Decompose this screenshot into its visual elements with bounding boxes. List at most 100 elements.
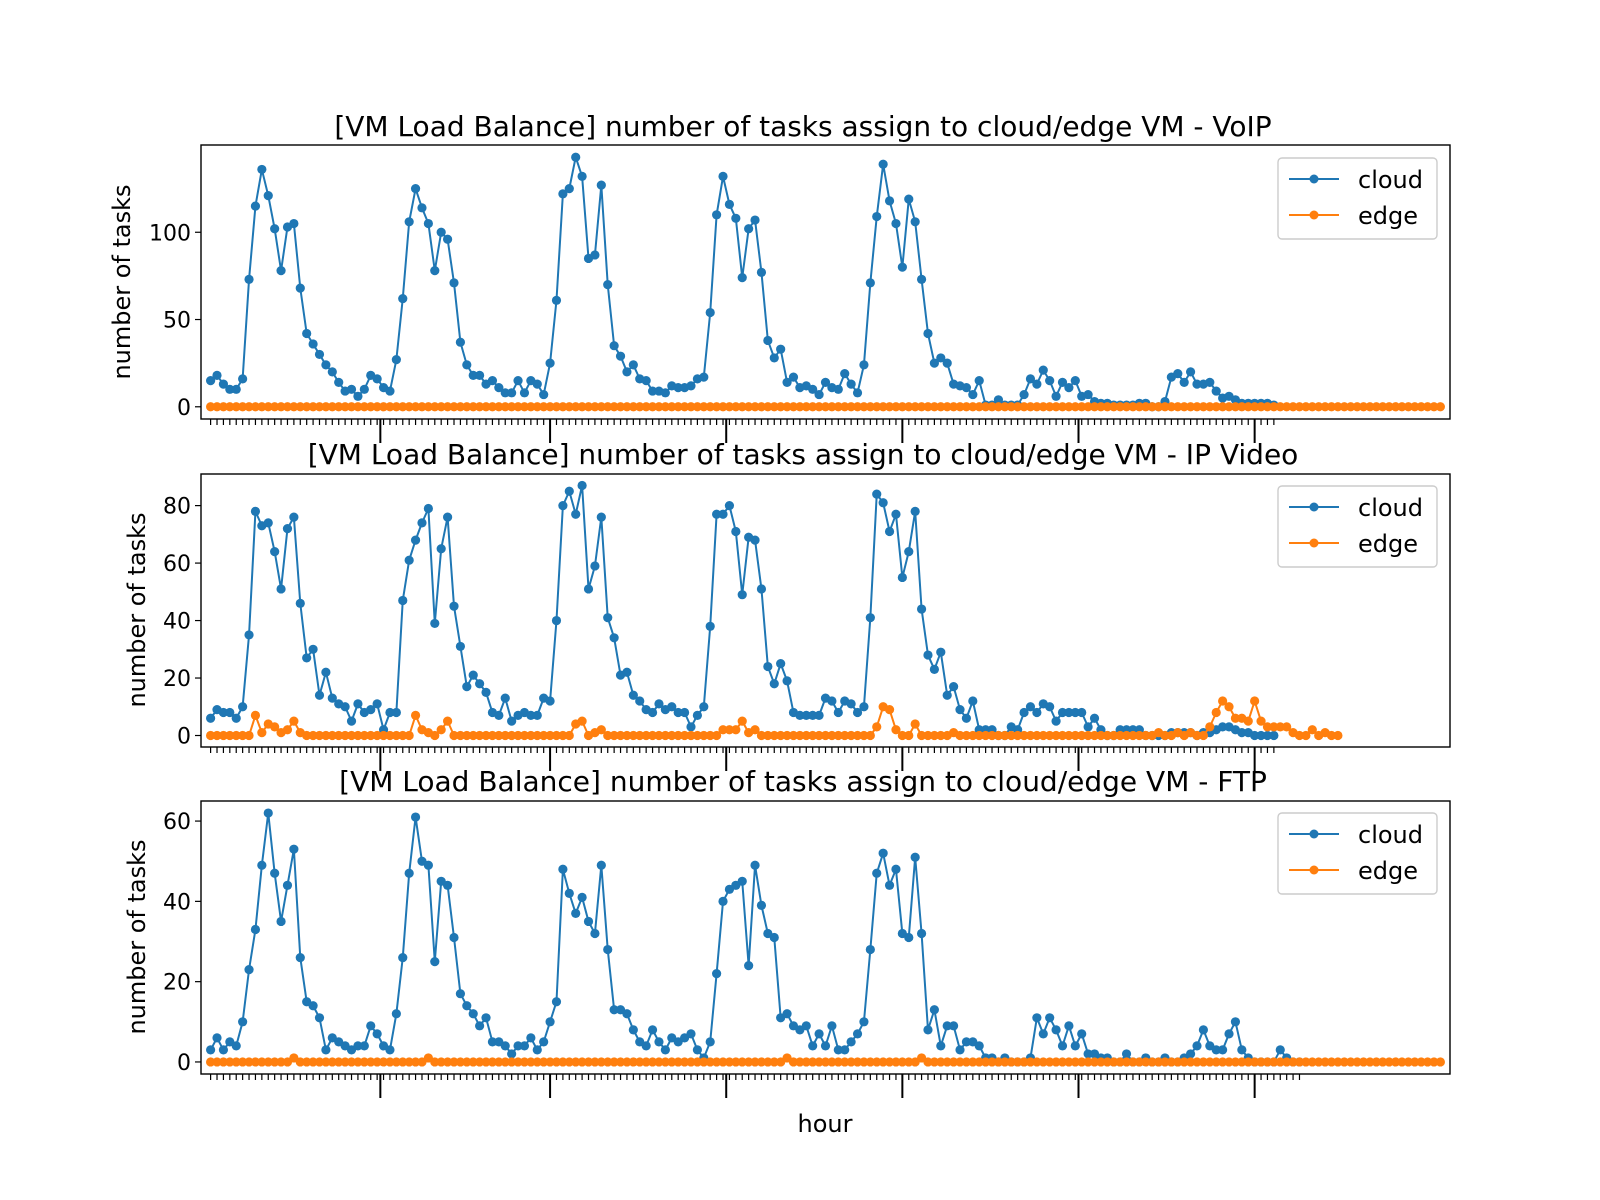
point-edge-ip-video [1205, 722, 1215, 732]
point-edge-ftp [641, 1057, 651, 1067]
point-edge-ftp [1320, 1057, 1330, 1067]
point-cloud-voip [910, 217, 920, 227]
point-cloud-voip [699, 372, 709, 382]
point-edge-voip [865, 402, 875, 412]
point-cloud-ip-video [731, 526, 741, 537]
point-cloud-ftp [443, 880, 453, 890]
point-edge-ftp [846, 1057, 856, 1067]
point-cloud-voip [1025, 374, 1036, 384]
chart-voip: [VM Load Balance] number of tasks assign… [108, 110, 1451, 443]
point-edge-voip [1096, 402, 1106, 412]
point-edge-voip [590, 402, 600, 412]
point-cloud-ip-video [481, 687, 491, 698]
point-cloud-voip [590, 250, 600, 260]
point-edge-voip [846, 402, 856, 412]
point-edge-voip [263, 402, 273, 412]
point-cloud-voip [1051, 391, 1061, 401]
point-edge-voip [737, 402, 747, 412]
point-cloud-ip-video [225, 707, 235, 718]
point-edge-ftp [513, 1057, 523, 1067]
point-cloud-ftp [750, 860, 760, 870]
point-cloud-ftp [366, 1021, 376, 1031]
point-cloud-voip [308, 339, 318, 349]
point-edge-ftp [346, 1057, 357, 1067]
point-edge-voip [731, 402, 741, 412]
point-edge-ftp [1358, 1057, 1369, 1067]
point-edge-ip-video [635, 730, 645, 741]
point-edge-ftp [206, 1057, 216, 1067]
point-cloud-ip-video [449, 601, 459, 611]
point-cloud-ftp [423, 860, 433, 870]
point-cloud-ftp [942, 1021, 952, 1031]
plot-frame-ip-video [200, 473, 1451, 748]
y-axis-label-ftp: number of tasks [123, 839, 151, 1034]
point-edge-ip-video [1089, 730, 1100, 741]
point-edge-voip [660, 402, 670, 412]
point-edge-ftp [519, 1057, 530, 1067]
point-cloud-ip-video [795, 710, 805, 720]
point-cloud-ftp [212, 1033, 222, 1043]
point-cloud-voip [218, 379, 229, 389]
point-edge-voip [750, 402, 760, 412]
point-edge-voip [257, 402, 267, 412]
point-cloud-ftp [244, 965, 254, 975]
y-tick-label-ip-video: 0 [177, 725, 191, 750]
point-edge-ftp [1384, 1057, 1394, 1067]
point-edge-ip-video [1019, 730, 1029, 741]
point-edge-voip [955, 402, 965, 412]
point-cloud-ftp [705, 1037, 715, 1047]
point-edge-ftp [468, 1057, 478, 1067]
point-edge-ip-video [1121, 730, 1132, 741]
point-cloud-ftp [1211, 1045, 1221, 1055]
point-cloud-voip [519, 388, 530, 398]
point-edge-ip-video [705, 730, 715, 741]
point-edge-voip [891, 402, 901, 412]
point-edge-ip-video [436, 725, 446, 735]
point-edge-voip [487, 402, 498, 412]
point-cloud-ip-video [206, 713, 216, 723]
legend-label-edge-voip: edge [1358, 202, 1418, 230]
point-edge-voip [1358, 402, 1369, 412]
point-cloud-voip [346, 384, 357, 394]
point-edge-voip [878, 402, 888, 412]
point-edge-ip-video [391, 730, 401, 741]
point-edge-voip [852, 402, 863, 412]
point-edge-ftp [1038, 1057, 1048, 1067]
point-edge-ftp [859, 1057, 869, 1067]
point-edge-voip [1320, 402, 1330, 412]
point-edge-voip [346, 402, 357, 412]
point-edge-voip [1083, 402, 1093, 412]
point-edge-ftp [532, 1057, 542, 1067]
point-edge-ip-video [686, 730, 696, 741]
point-edge-ftp [737, 1057, 747, 1067]
point-edge-voip [929, 402, 939, 412]
point-edge-ftp [1166, 1057, 1176, 1067]
point-edge-ftp [1224, 1057, 1234, 1067]
point-edge-ftp [622, 1057, 632, 1067]
point-edge-voip [667, 402, 677, 412]
point-cloud-ip-video [340, 702, 350, 712]
point-cloud-ip-video [846, 699, 856, 709]
point-cloud-ftp [218, 1045, 229, 1055]
point-cloud-voip [884, 196, 895, 206]
point-edge-ftp [276, 1057, 286, 1067]
point-cloud-voip [1038, 365, 1048, 375]
point-edge-ip-video [372, 730, 382, 741]
point-edge-ftp [1326, 1057, 1337, 1067]
point-cloud-voip [263, 191, 273, 201]
point-cloud-voip [551, 295, 562, 305]
point-edge-ip-video [1006, 730, 1016, 741]
point-edge-ftp [1077, 1057, 1087, 1067]
point-edge-ftp [686, 1057, 696, 1067]
point-edge-ip-video [1333, 730, 1343, 741]
point-edge-ip-video [1096, 730, 1106, 741]
point-cloud-ip-video [750, 535, 760, 545]
point-cloud-ftp [1237, 1045, 1247, 1055]
point-edge-ip-video [1224, 702, 1234, 712]
point-edge-ftp [250, 1057, 261, 1067]
point-cloud-voip [916, 274, 927, 284]
point-edge-voip [1397, 402, 1407, 412]
point-edge-ip-video [641, 730, 651, 741]
point-cloud-ftp [859, 1017, 869, 1027]
point-cloud-voip [385, 386, 395, 396]
